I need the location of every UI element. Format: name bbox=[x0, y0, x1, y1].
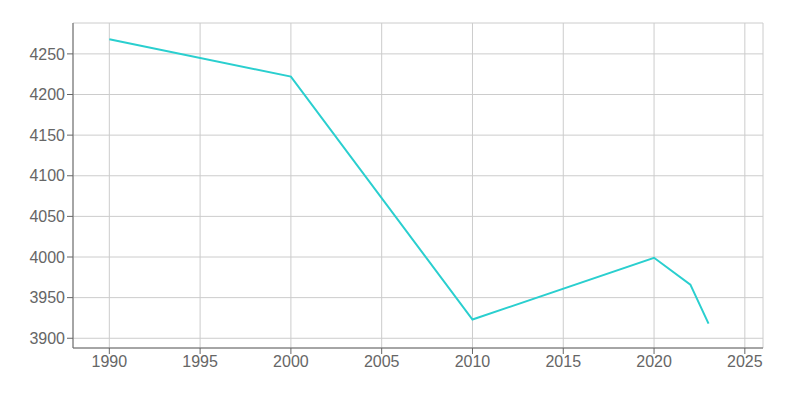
svg-text:1990: 1990 bbox=[92, 353, 128, 370]
svg-text:4100: 4100 bbox=[29, 167, 65, 184]
svg-text:2000: 2000 bbox=[273, 353, 309, 370]
svg-text:3900: 3900 bbox=[29, 330, 65, 347]
svg-text:2025: 2025 bbox=[727, 353, 763, 370]
svg-text:2015: 2015 bbox=[545, 353, 581, 370]
svg-text:4200: 4200 bbox=[29, 86, 65, 103]
svg-text:4250: 4250 bbox=[29, 46, 65, 63]
svg-text:1995: 1995 bbox=[182, 353, 218, 370]
svg-text:3950: 3950 bbox=[29, 289, 65, 306]
svg-text:2005: 2005 bbox=[364, 353, 400, 370]
svg-text:2010: 2010 bbox=[455, 353, 491, 370]
svg-text:4000: 4000 bbox=[29, 249, 65, 266]
svg-text:4050: 4050 bbox=[29, 208, 65, 225]
svg-text:4150: 4150 bbox=[29, 127, 65, 144]
svg-text:2020: 2020 bbox=[636, 353, 672, 370]
